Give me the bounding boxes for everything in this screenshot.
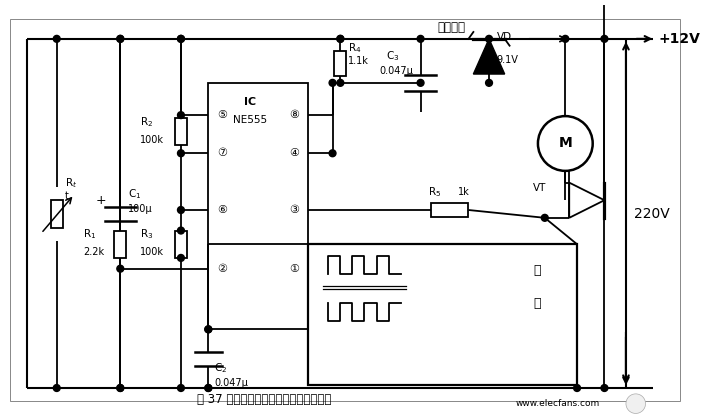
Text: VD: VD: [497, 32, 512, 42]
Circle shape: [486, 79, 493, 86]
Text: 100k: 100k: [140, 134, 164, 144]
Text: 0.047μ: 0.047μ: [379, 66, 413, 76]
Text: C$_2$: C$_2$: [214, 362, 228, 375]
Text: ①: ①: [289, 264, 300, 274]
Circle shape: [54, 385, 60, 391]
Text: VT: VT: [533, 184, 546, 194]
Circle shape: [117, 35, 123, 42]
Text: R$_4$: R$_4$: [348, 41, 362, 55]
Circle shape: [626, 394, 646, 413]
Circle shape: [417, 79, 424, 86]
Circle shape: [178, 35, 185, 42]
Text: 风扇电机: 风扇电机: [437, 21, 465, 34]
Text: R$_t$: R$_t$: [65, 176, 77, 189]
Text: +: +: [96, 194, 106, 207]
Circle shape: [486, 35, 493, 42]
Bar: [308, 244, 577, 385]
Text: 图 37 电风扇自动温控调速器电路原理图: 图 37 电风扇自动温控调速器电路原理图: [197, 393, 331, 406]
Bar: [208, 83, 308, 329]
Circle shape: [178, 385, 185, 391]
Text: 220V: 220V: [634, 207, 670, 221]
Text: t: t: [65, 191, 68, 201]
Text: ⑧: ⑧: [289, 110, 300, 120]
Text: R$_5$: R$_5$: [429, 186, 441, 200]
Circle shape: [205, 326, 211, 333]
Circle shape: [178, 227, 185, 234]
Text: ③: ③: [289, 205, 300, 215]
Text: C$_3$: C$_3$: [386, 50, 400, 63]
Circle shape: [117, 35, 123, 42]
Text: IC: IC: [245, 97, 257, 108]
Text: R$_2$: R$_2$: [140, 115, 153, 129]
Bar: [51, 200, 63, 228]
Circle shape: [601, 35, 608, 42]
Circle shape: [117, 265, 123, 272]
Circle shape: [178, 35, 185, 42]
Circle shape: [178, 207, 185, 213]
Text: R$_3$: R$_3$: [140, 228, 153, 241]
Text: 2.2k: 2.2k: [83, 247, 104, 257]
Bar: [114, 231, 126, 258]
Text: ④: ④: [289, 148, 300, 158]
Circle shape: [178, 255, 185, 261]
Circle shape: [337, 35, 344, 42]
Circle shape: [205, 385, 211, 391]
Text: 冷: 冷: [533, 264, 541, 277]
Circle shape: [574, 385, 580, 391]
Text: ⑥: ⑥: [217, 205, 227, 215]
Polygon shape: [473, 39, 505, 74]
Circle shape: [562, 35, 569, 42]
Circle shape: [205, 385, 211, 391]
Text: 热: 热: [533, 297, 541, 310]
Circle shape: [417, 35, 424, 42]
Circle shape: [54, 35, 60, 42]
Text: 100μ: 100μ: [128, 204, 153, 214]
Text: 9.1V: 9.1V: [497, 55, 519, 66]
Circle shape: [337, 79, 344, 86]
Circle shape: [337, 35, 344, 42]
Text: 0.047μ: 0.047μ: [214, 378, 248, 388]
Circle shape: [178, 112, 185, 118]
Text: 1k: 1k: [458, 187, 470, 197]
Text: 1.1k: 1.1k: [348, 56, 369, 66]
Polygon shape: [569, 183, 604, 218]
Bar: [175, 231, 187, 258]
Text: ②: ②: [217, 264, 227, 274]
Text: ⑦: ⑦: [217, 148, 227, 158]
Bar: [334, 50, 346, 76]
Circle shape: [601, 385, 608, 391]
Text: C$_1$: C$_1$: [128, 187, 142, 201]
Text: +12V: +12V: [658, 32, 700, 46]
Bar: [431, 203, 469, 217]
Text: www.elecfans.com: www.elecfans.com: [515, 399, 600, 407]
Text: M: M: [558, 136, 572, 150]
Text: R$_1$: R$_1$: [83, 228, 97, 241]
Text: 100k: 100k: [140, 247, 164, 257]
Bar: [175, 118, 187, 145]
Circle shape: [205, 326, 211, 333]
Circle shape: [541, 214, 548, 221]
Circle shape: [117, 385, 123, 391]
Circle shape: [117, 385, 123, 391]
Circle shape: [329, 150, 336, 157]
Text: ⑤: ⑤: [217, 110, 227, 120]
Circle shape: [538, 116, 593, 171]
Circle shape: [178, 150, 185, 157]
Circle shape: [329, 79, 336, 86]
Text: NE555: NE555: [233, 115, 267, 125]
